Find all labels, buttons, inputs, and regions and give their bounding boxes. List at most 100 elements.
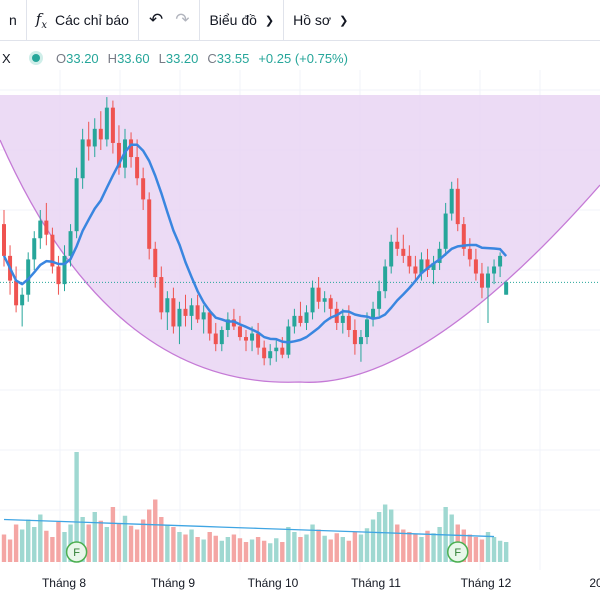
redo-icon[interactable]: ↷ [175, 10, 190, 29]
candle-body [467, 248, 472, 260]
candle-body [262, 347, 267, 359]
candle-body [74, 178, 79, 232]
volume-bar [364, 528, 370, 562]
candle-body [38, 220, 43, 239]
volume-bar [225, 537, 231, 562]
cup-pattern-curve [0, 139, 600, 383]
candle-body [286, 326, 291, 355]
volume-bar [122, 515, 128, 562]
open-value: 33.20 [66, 50, 99, 66]
candle-body [80, 139, 85, 179]
volume-bar [255, 537, 261, 562]
volume-bar [50, 537, 55, 562]
candle-body [365, 319, 369, 338]
volume-bar [128, 525, 134, 562]
toolbar-divider [25, 0, 27, 40]
candle-body [153, 248, 158, 278]
dividend-marker-label: F [73, 547, 80, 559]
candle-body [443, 213, 448, 249]
x-axis-label: Tháng 12 [460, 576, 512, 590]
candle-body [298, 315, 303, 323]
market-status-icon[interactable] [32, 54, 40, 62]
volume-bar [437, 527, 442, 562]
candle-body [395, 241, 400, 249]
ohlc-legend: X O 33.20 H 33.60 L 33.20 C 33.55 +0.25 (+0.… [0, 48, 357, 68]
indicators-button[interactable]: fx Các chỉ báo [27, 0, 138, 40]
chart-type-button[interactable]: Biểu đồ ❯ [200, 0, 283, 40]
volume-bar [413, 534, 418, 562]
dividend-marker-icon [447, 541, 469, 563]
profile-button[interactable]: Hồ sơ ❯ [284, 0, 357, 40]
volume-bar [280, 542, 285, 562]
volume-bar [310, 524, 315, 562]
candle-body [50, 234, 55, 267]
x-axis-label: Tháng 9 [150, 576, 196, 590]
candle-body [14, 280, 19, 306]
volume-bar [201, 539, 206, 562]
toolbar-divider [199, 0, 201, 40]
volume-bar [80, 517, 85, 562]
candle-body [419, 259, 424, 274]
candle-body [225, 319, 230, 330]
candle-body [292, 315, 297, 327]
high-value: 33.60 [117, 50, 150, 66]
candle-body [377, 291, 382, 309]
candle-body [492, 266, 497, 274]
volume-bar [286, 527, 291, 562]
candle-body [116, 142, 121, 168]
candle-body [20, 294, 25, 306]
candle-body [207, 312, 212, 334]
symbol-label[interactable]: X [2, 50, 11, 66]
low-label: L [158, 50, 166, 66]
candle-body [147, 199, 152, 249]
candle-body [274, 347, 279, 352]
candle-body [62, 255, 67, 285]
candle-body [316, 287, 321, 302]
candle-body [461, 224, 466, 249]
candle-body [110, 107, 115, 143]
volume-bar [473, 537, 479, 562]
candle-body [268, 351, 273, 359]
candle-body [244, 337, 248, 341]
close-label: C [207, 50, 217, 66]
candle-body [358, 337, 363, 345]
volume-bar [292, 532, 297, 562]
candle-body [219, 330, 224, 345]
dividend-marker-label: F [454, 547, 461, 559]
volume-bar [74, 452, 79, 562]
toolbar-cut-item[interactable]: n [0, 0, 26, 40]
candle-body [213, 333, 218, 345]
undo-icon[interactable]: ↶ [148, 10, 164, 29]
candle-body [256, 333, 261, 348]
candle-body [86, 139, 91, 147]
volume-bar [389, 509, 394, 562]
volume-bar [243, 542, 249, 562]
volume-bar [1, 534, 7, 562]
candle-body [352, 330, 357, 345]
candle-body [431, 262, 436, 270]
candle-body [98, 128, 103, 140]
volume-bar [183, 534, 188, 562]
candle-body [401, 248, 406, 256]
volume-bar [334, 533, 339, 562]
candle-body [2, 224, 6, 256]
candle-body [171, 298, 176, 327]
high-label: H [107, 50, 118, 66]
volume-bar [467, 534, 473, 562]
volume-bar [32, 527, 37, 562]
candle-body [407, 255, 412, 267]
volume-bar [104, 527, 110, 562]
volume-bar [140, 519, 146, 562]
candle-body [498, 255, 503, 267]
volume-bar [449, 514, 454, 562]
chart-type-label: Biểu đồ [209, 12, 257, 28]
volume-bar [110, 507, 116, 562]
candle-body [32, 238, 37, 260]
volume-bar [237, 538, 243, 562]
volume-bar [376, 512, 382, 562]
volume-bar [304, 534, 309, 562]
volume-bar [231, 534, 237, 562]
volume-bar [407, 532, 412, 562]
volume-bar [159, 517, 164, 562]
